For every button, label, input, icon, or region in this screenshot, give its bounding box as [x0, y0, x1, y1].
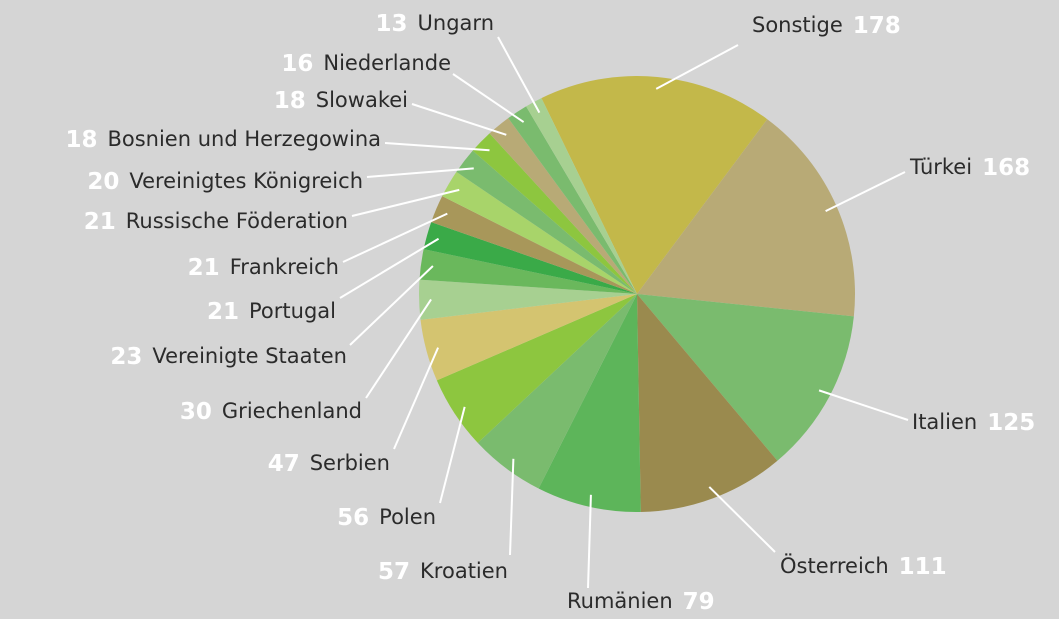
slice-value: 168	[982, 155, 1030, 181]
slice-name: Ungarn	[418, 11, 494, 35]
slice-name: Österreich	[780, 553, 889, 578]
slice-value: 30	[180, 399, 212, 425]
leader-line	[365, 298, 432, 399]
slice-name: Slowakei	[316, 88, 408, 112]
slice-value: 16	[281, 51, 313, 77]
pie-slice	[489, 118, 637, 294]
slice-value: 57	[378, 559, 410, 585]
slice-value: 47	[268, 451, 300, 477]
leader-line	[439, 406, 466, 504]
slice-name: Türkei	[909, 155, 972, 179]
pie-slice	[419, 249, 637, 294]
leader-line	[384, 142, 490, 152]
slice-label: 47 Serbien	[268, 451, 390, 477]
leader-line	[497, 36, 541, 114]
slice-label: Österreich 111	[780, 553, 947, 580]
slice-name: Sonstige	[752, 13, 843, 37]
slice-name: Kroatien	[420, 559, 508, 583]
pie-slice	[637, 119, 855, 317]
slice-label: 18 Bosnien und Herzegowina	[65, 127, 381, 153]
slice-label: 20 Vereinigtes Königreich	[87, 169, 363, 195]
leader-line	[349, 265, 434, 346]
slice-value: 20	[87, 169, 119, 195]
slice-value: 18	[274, 88, 306, 114]
slice-name: Rumänien	[567, 589, 673, 613]
slice-name: Bosnien und Herzegowina	[107, 127, 381, 151]
slice-name: Serbien	[310, 451, 390, 475]
slice-value: 111	[899, 554, 947, 580]
slice-label: 16 Niederlande	[281, 51, 451, 77]
pie-slice	[637, 294, 778, 512]
pie-slice	[442, 171, 637, 294]
leader-line	[509, 458, 515, 556]
leader-line	[366, 167, 474, 178]
slice-label: 21 Russische Föderation	[84, 209, 348, 235]
leader-line	[342, 212, 448, 263]
slice-label: 56 Polen	[337, 505, 436, 531]
slice-name: Frankreich	[230, 255, 339, 279]
slice-value: 178	[853, 13, 901, 39]
leader-line	[587, 494, 592, 589]
slice-label: 21 Portugal	[207, 299, 336, 325]
slice-value: 13	[376, 11, 408, 37]
pie-slice	[526, 98, 637, 294]
pie-slice	[508, 106, 637, 294]
slice-name: Niederlande	[323, 51, 451, 75]
slice-label: Italien 125	[912, 410, 1035, 436]
slice-name: Italien	[912, 410, 977, 434]
leader-line	[825, 171, 906, 213]
slice-label: 23 Vereinigte Staaten	[110, 344, 347, 370]
slice-label: 18 Slowakei	[274, 88, 408, 114]
slice-name: Vereinigte Staaten	[152, 344, 347, 368]
slice-value: 21	[188, 255, 220, 281]
slice-label: Rumänien 79	[567, 589, 715, 615]
leader-line	[351, 188, 460, 217]
leader-line	[339, 237, 440, 299]
leader-line	[655, 44, 739, 90]
pie-slice	[420, 294, 637, 381]
slice-label: 13 Ungarn	[376, 11, 494, 37]
slice-value: 21	[84, 209, 116, 235]
pie-slice	[419, 279, 637, 320]
pie-slice	[477, 294, 637, 489]
slice-name: Griechenland	[222, 399, 362, 423]
slice-value: 21	[207, 299, 239, 325]
pie-slice	[431, 196, 637, 294]
slice-label: 21 Frankreich	[188, 255, 339, 281]
slice-value: 125	[987, 410, 1035, 436]
slice-value: 23	[110, 344, 142, 370]
slice-label: Sonstige 178	[752, 13, 901, 39]
slice-name: Polen	[379, 505, 436, 529]
leader-line	[818, 389, 909, 421]
pie-slice	[538, 294, 641, 512]
pie-slice	[436, 294, 637, 443]
pie-slice	[541, 76, 768, 294]
slice-label: 57 Kroatien	[378, 559, 508, 585]
pie-slice	[472, 133, 637, 294]
slice-value: 79	[683, 589, 715, 615]
slice-label: 30 Griechenland	[180, 399, 362, 425]
slice-name: Vereinigtes Königreich	[129, 169, 363, 193]
slice-value: 18	[65, 127, 97, 153]
leader-line	[393, 347, 440, 450]
pie-slice	[637, 294, 854, 461]
leader-line	[452, 73, 525, 123]
slice-name: Russische Föderation	[126, 209, 348, 233]
slice-name: Portugal	[249, 299, 336, 323]
slice-label: Türkei 168	[909, 155, 1030, 181]
slice-value: 56	[337, 505, 369, 531]
leader-line	[708, 486, 776, 553]
leader-line	[411, 103, 507, 136]
pie-slice	[423, 222, 637, 294]
pie-slice	[456, 150, 637, 294]
